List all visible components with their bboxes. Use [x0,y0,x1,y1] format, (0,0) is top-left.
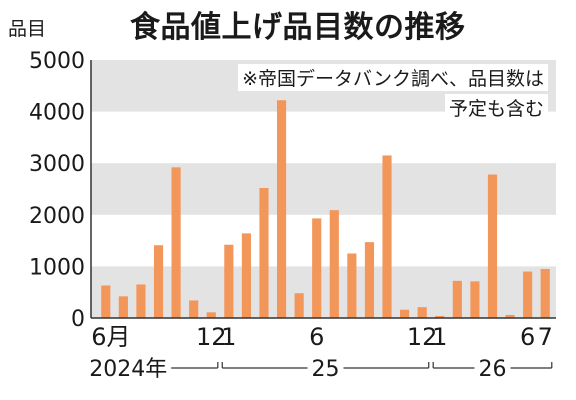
x-tick-label: 12 [407,323,438,351]
chart-title: 食品値上げ品目数の推移 [130,10,466,45]
x-tick-label: 6月 [91,323,130,351]
bar-2024-08 [136,284,146,318]
x-tick-label: 7 [538,323,553,351]
bar-2026-07 [540,268,550,318]
year-label: 26 [478,357,506,382]
source-note-line-2: 予定も含む [444,94,548,121]
bar-2026-04 [487,174,498,318]
bar-2025-02 [241,233,251,318]
y-tick-label: 5000 [29,49,85,74]
bar-2025-11 [400,309,410,318]
grid-band [91,163,556,215]
year-label: 25 [312,357,340,382]
y-tick-label: 1000 [29,255,85,280]
y-tick-label: 0 [71,307,85,332]
bar-2026-05 [505,314,515,318]
y-tick-label: 3000 [29,152,85,177]
bar-2026-06 [523,271,533,318]
bar-2024-10 [171,167,181,318]
bar-2024-11 [189,300,199,318]
bar-2025-06 [312,218,322,318]
bar-2025-04 [276,100,287,318]
bar-2025-05 [294,293,304,318]
bar-2024-07 [118,296,128,318]
year-label: 2024年 [89,357,167,382]
source-note-line-1: ※帝国データバンク調べ、品目数は [238,64,548,91]
bar-2026-01 [435,315,445,318]
bar-2024-09 [153,245,164,318]
bar-2025-12 [417,307,427,318]
bar-2025-07 [329,210,339,318]
bar-2024-06 [101,285,111,318]
bar-2026-03 [470,281,480,318]
x-tick-label: 6 [309,323,324,351]
bar-2025-09 [364,242,375,318]
bar-2024-12 [206,312,216,318]
bar-2025-10 [382,155,392,318]
x-tick-label: 1 [221,323,236,351]
y-tick-label: 2000 [29,204,85,229]
y-tick-label: 4000 [29,101,85,126]
y-unit-label: 品目 [8,18,47,40]
bar-2026-02 [452,280,462,318]
bar-2025-03 [259,187,269,318]
x-tick-label: 12 [196,323,227,351]
x-tick-label: 6 [520,323,535,351]
x-tick-label: 1 [432,323,447,351]
bar-2025-08 [347,253,357,318]
bar-2025-01 [224,244,234,318]
